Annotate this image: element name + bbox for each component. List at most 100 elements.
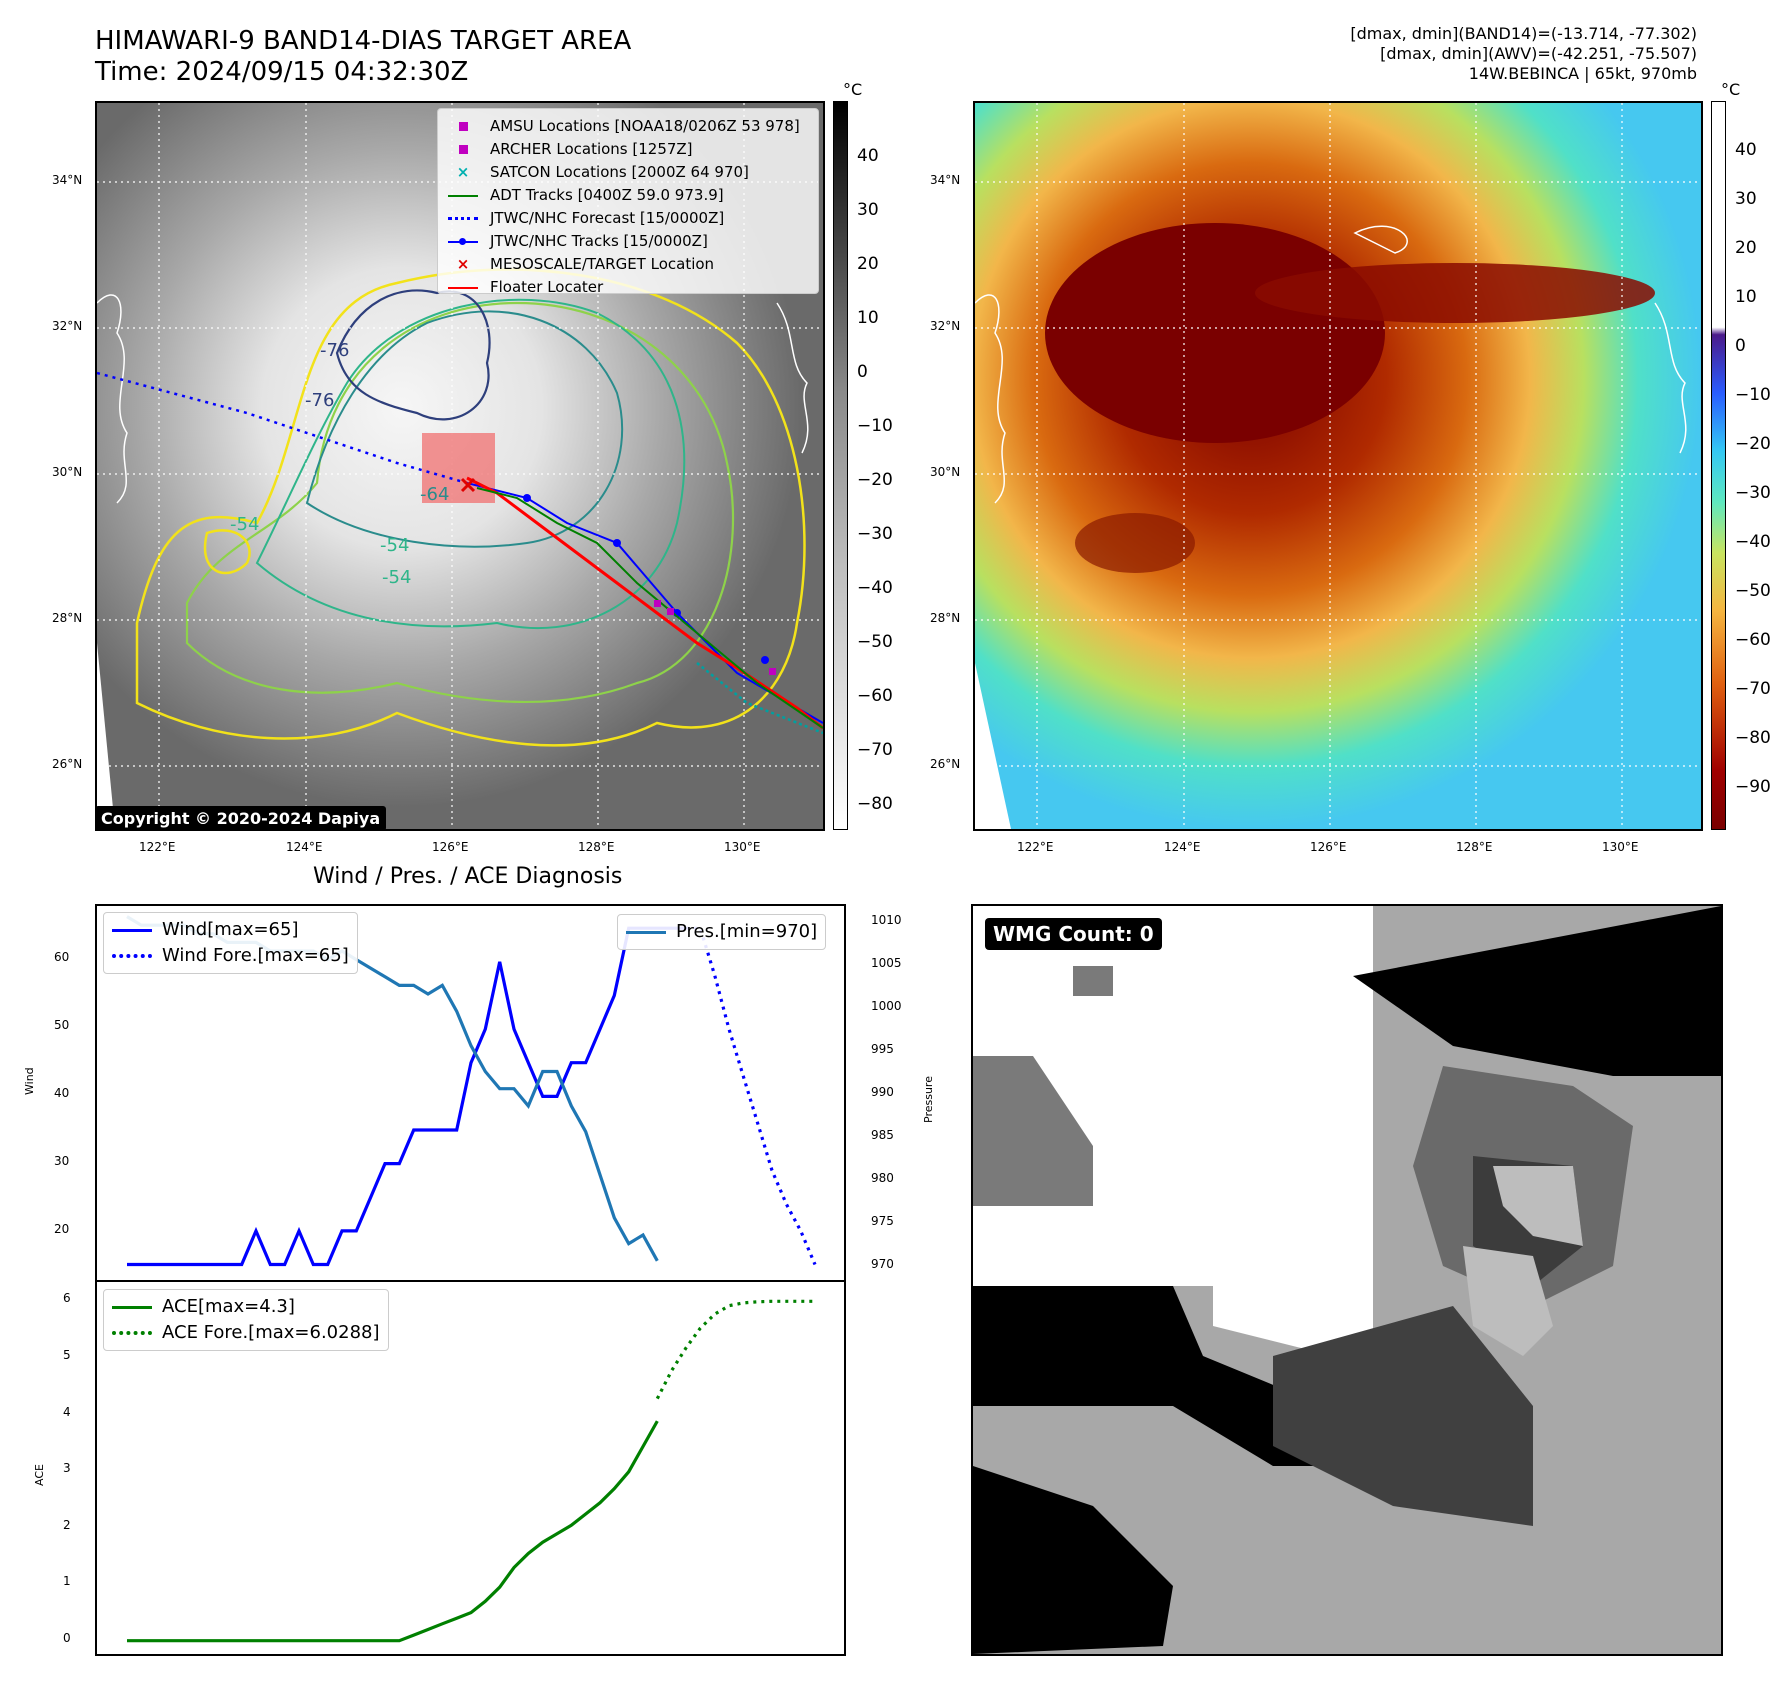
right-cb-tick: −20: [1735, 434, 1771, 454]
lon-label-128: 128°E: [578, 840, 615, 854]
wind-forecast-legend-label: Wind Fore.[max=65]: [162, 945, 349, 966]
right-colorbar: [1711, 101, 1726, 830]
left-cb-tick: 0: [857, 362, 868, 382]
left-cb-tick: −80: [857, 794, 893, 814]
ace-axis-label: ACE: [33, 1464, 46, 1486]
awv-map-panel: [973, 101, 1703, 831]
left-cb-tick: −30: [857, 524, 893, 544]
pressure-ytick: 1005: [871, 956, 902, 970]
right-cb-tick: 30: [1735, 189, 1757, 209]
contour-label-1: -76: [320, 340, 350, 361]
right-cb-tick: −50: [1735, 581, 1771, 601]
title-line-2: Time: 2024/09/15 04:32:30Z: [95, 57, 469, 87]
wind-legend-label: Wind[max=65]: [162, 919, 299, 940]
right-colorbar-unit: °C: [1721, 80, 1741, 99]
ace-ytick: 0: [63, 1631, 71, 1645]
lat-label-28: 28°N: [52, 611, 83, 625]
map-legend: AMSU Locations [NOAA18/0206Z 53 978] ARC…: [437, 108, 819, 296]
lon-label-124: 124°E: [286, 840, 323, 854]
solid-line-icon: [626, 930, 666, 934]
pressure-ytick: 970: [871, 1257, 894, 1271]
legend-item-forecast: JTWC/NHC Forecast [15/0000Z]: [446, 207, 810, 230]
copyright-badge: Copyright © 2020-2024 Dapiya: [95, 806, 387, 831]
info-line-3: 14W.BEBINCA | 65kt, 970mb: [1468, 64, 1697, 83]
lon-label-128: 128°E: [1456, 840, 1493, 854]
contour-label-3: -64: [420, 484, 450, 505]
ace-ytick: 6: [63, 1291, 71, 1305]
wmg-panel: [971, 904, 1723, 1656]
contour-label-2: -76: [305, 390, 335, 411]
legend-item-tracks: JTWC/NHC Tracks [15/0000Z]: [446, 230, 810, 253]
figure-title: HIMAWARI-9 BAND14-DIAS TARGET AREA Time:…: [95, 26, 631, 88]
diagnosis-chart: [95, 904, 846, 1656]
wind-ytick: 30: [54, 1154, 70, 1168]
series-line-wind-max-65: [127, 926, 686, 1267]
left-cb-tick: −50: [857, 632, 893, 652]
lat-label-30: 30°N: [930, 465, 961, 479]
pressure-ytick: 995: [871, 1042, 894, 1056]
line-dot-marker-icon: [446, 238, 480, 245]
pressure-ytick: 990: [871, 1085, 894, 1099]
wind-ytick: 20: [54, 1222, 70, 1236]
legend-item-archer: ARCHER Locations [1257Z]: [446, 138, 810, 161]
x-marker-icon: ×: [456, 163, 470, 181]
wind-ytick: 50: [54, 1018, 70, 1032]
wind-axis-label: Wind: [23, 1067, 36, 1095]
left-cb-tick: −10: [857, 416, 893, 436]
pressure-ytick: 980: [871, 1171, 894, 1185]
lat-label-30: 30°N: [52, 465, 83, 479]
right-cb-tick: −80: [1735, 728, 1771, 748]
lat-label-26: 26°N: [52, 757, 83, 771]
solid-line-icon: [112, 928, 152, 932]
right-cb-tick: −70: [1735, 679, 1771, 699]
wind-legend: Wind[max=65] Wind Fore.[max=65]: [103, 912, 358, 974]
wind-ytick: 40: [54, 1086, 70, 1100]
square-marker-icon: [446, 145, 480, 154]
right-cb-tick: −40: [1735, 532, 1771, 552]
info-line-2: [dmax, dmin](AWV)=(-42.251, -75.507): [1380, 44, 1697, 63]
title-line-1: HIMAWARI-9 BAND14-DIAS TARGET AREA: [95, 26, 632, 56]
ace-axes-frame: [95, 1280, 846, 1656]
legend-item-target: × MESOSCALE/TARGET Location: [446, 253, 810, 276]
left-cb-tick: −40: [857, 578, 893, 598]
lon-label-130: 130°E: [724, 840, 761, 854]
right-cb-tick: 20: [1735, 238, 1757, 258]
diagnosis-title: Wind / Pres. / ACE Diagnosis: [313, 864, 623, 889]
lon-label-126: 126°E: [432, 840, 469, 854]
right-cb-tick: 10: [1735, 287, 1757, 307]
wmg-image: [973, 906, 1721, 1654]
left-cb-tick: 20: [857, 254, 879, 274]
left-cb-tick: 40: [857, 146, 879, 166]
legend-item-adt: ADT Tracks [0400Z 59.0 973.9]: [446, 184, 810, 207]
dotted-line-icon: [446, 217, 480, 220]
square-marker-icon: [446, 122, 480, 131]
legend-item-satcon: × SATCON Locations [2000Z 64 970]: [446, 161, 810, 184]
info-block: [dmax, dmin](BAND14)=(-13.714, -77.302) …: [1350, 24, 1697, 84]
pressure-legend-label: Pres.[min=970]: [676, 921, 818, 942]
dotted-line-icon: [112, 1331, 152, 1335]
lat-label-32: 32°N: [930, 319, 961, 333]
left-cb-tick: 10: [857, 308, 879, 328]
wmg-count-badge: WMG Count: 0: [985, 918, 1162, 950]
pressure-ytick: 1000: [871, 999, 902, 1013]
series-line-wind-fore-max-65: [686, 926, 817, 1266]
right-cb-tick: −90: [1735, 777, 1771, 797]
ace-ytick: 1: [63, 1574, 71, 1588]
wind-ytick: 60: [54, 950, 70, 964]
contour-label-6: -54: [382, 567, 412, 588]
lat-label-32: 32°N: [52, 319, 83, 333]
ace-ytick: 5: [63, 1348, 71, 1362]
right-cb-tick: −30: [1735, 483, 1771, 503]
lon-label-124: 124°E: [1164, 840, 1201, 854]
pressure-ytick: 975: [871, 1214, 894, 1228]
left-cb-tick: −60: [857, 686, 893, 706]
dotted-line-icon: [112, 954, 152, 958]
ace-forecast-legend-label: ACE Fore.[max=6.0288]: [162, 1322, 380, 1343]
lat-label-34: 34°N: [930, 173, 961, 187]
ace-ytick: 3: [63, 1461, 71, 1475]
ace-ytick: 4: [63, 1405, 71, 1419]
ace-legend-label: ACE[max=4.3]: [162, 1296, 295, 1317]
lon-label-122: 122°E: [139, 840, 176, 854]
lon-label-130: 130°E: [1602, 840, 1639, 854]
right-cb-tick: −10: [1735, 385, 1771, 405]
